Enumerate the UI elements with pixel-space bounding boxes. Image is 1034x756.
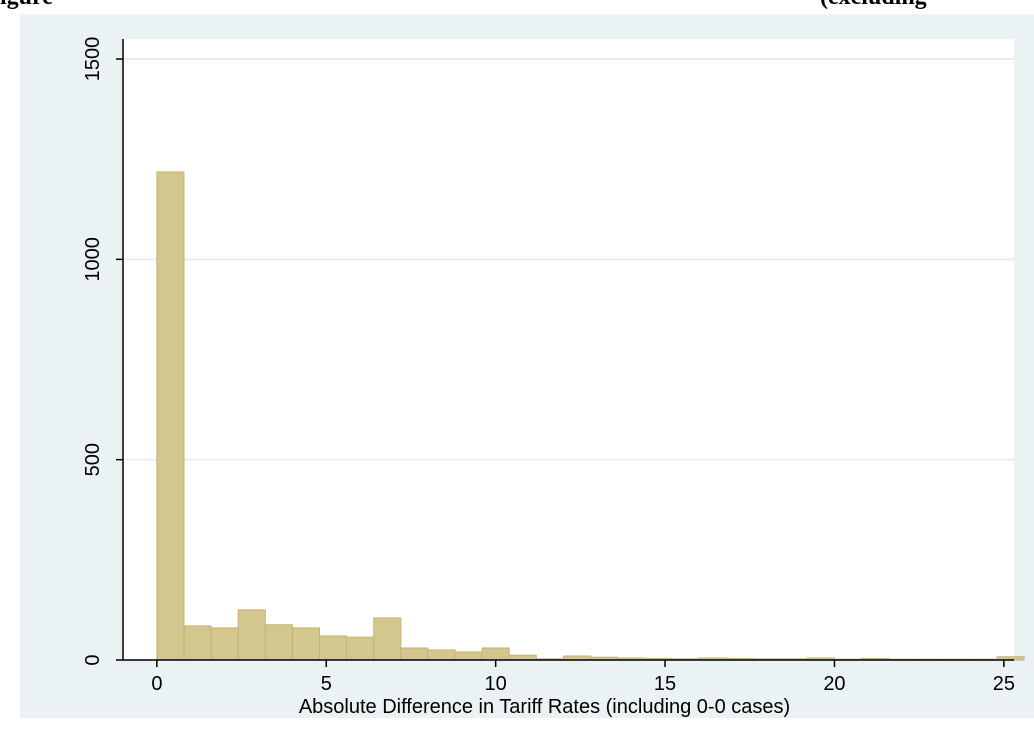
bar-1 — [183, 625, 212, 661]
bar-2 — [210, 627, 239, 661]
y-tick-label-1000: 1000 — [82, 237, 104, 282]
figure-title: igure (excluding — [0, 0, 1034, 14]
figure-title-left: igure — [0, 0, 53, 11]
bar-5 — [291, 627, 320, 661]
bar-12 — [481, 647, 510, 661]
axes: 0 500 1000 1500 0 5 10 15 20 25 — [82, 37, 1015, 695]
bar-6 — [318, 635, 348, 661]
histogram-chart: 0 500 1000 1500 0 5 10 15 20 25 Absolute Differen… — [20, 14, 1034, 718]
plot-area — [123, 39, 1014, 660]
x-tick-label-20: 20 — [823, 673, 845, 695]
bar-8 — [373, 617, 402, 661]
x-tick-label-0: 0 — [151, 673, 162, 695]
y-tick-label-500: 500 — [82, 443, 104, 476]
y-tick-label-0: 0 — [82, 654, 104, 665]
figure-title-right: (excluding — [820, 0, 927, 11]
bars — [156, 171, 1025, 661]
grid-lines — [123, 58, 1014, 461]
bar-10 — [427, 649, 456, 661]
x-tick-label-5: 5 — [321, 673, 332, 695]
x-tick-label-25: 25 — [993, 673, 1015, 695]
bar-0 — [156, 171, 185, 661]
x-axis-title: Absolute Difference in Tariff Rates (inc… — [299, 696, 790, 718]
bar-4 — [264, 624, 293, 661]
y-tick-label-1500: 1500 — [82, 37, 104, 82]
bar-11 — [454, 651, 483, 661]
bar-3 — [237, 609, 266, 661]
x-tick-label-15: 15 — [654, 673, 676, 695]
chart-container: 0 500 1000 1500 0 5 10 15 20 25 Absolute Differen… — [20, 14, 1034, 718]
bar-9 — [400, 647, 429, 661]
bar-7 — [346, 636, 375, 661]
x-tick-label-10: 10 — [485, 673, 507, 695]
